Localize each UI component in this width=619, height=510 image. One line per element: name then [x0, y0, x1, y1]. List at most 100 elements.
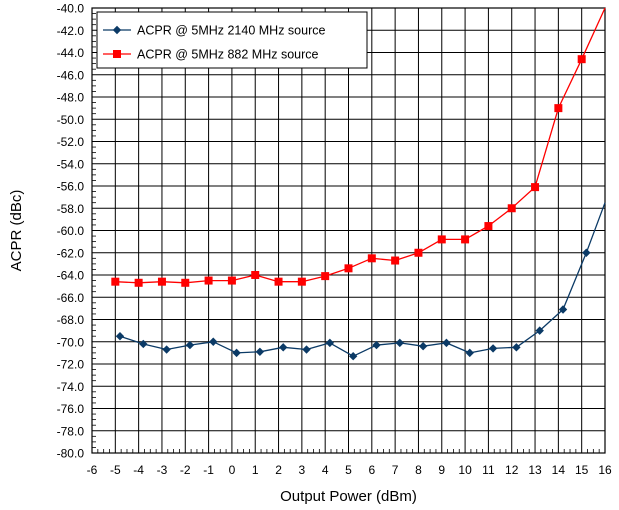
data-point	[185, 340, 195, 350]
data-point	[297, 277, 306, 286]
y-tick-label: -60.0	[57, 224, 85, 238]
data-point	[418, 342, 428, 351]
x-tick-label: 3	[299, 463, 306, 477]
x-tick-label: -5	[110, 463, 121, 477]
data-point	[139, 339, 148, 349]
data-point	[395, 338, 404, 348]
legend-entry: ACPR @ 5MHz 2140 MHz source	[103, 24, 325, 38]
x-tick-label: 10	[458, 463, 472, 477]
data-point	[204, 276, 213, 285]
x-tick-label: 1	[252, 463, 259, 477]
data-point	[558, 305, 568, 314]
minor-ticks	[92, 13, 600, 453]
data-point	[134, 278, 143, 287]
y-tick-label: -46.0	[57, 68, 85, 82]
data-point	[414, 248, 423, 257]
data-point	[488, 344, 498, 353]
legend-label: ACPR @ 5MHz 2140 MHz source	[137, 24, 325, 38]
data-point	[577, 55, 586, 64]
data-point	[437, 235, 446, 244]
x-tick-label: 12	[505, 463, 519, 477]
plot-frame	[91, 7, 606, 454]
data-point	[582, 248, 591, 257]
data-point	[344, 264, 353, 273]
y-tick-label: -72.0	[57, 358, 85, 372]
data-point	[465, 348, 474, 358]
data-point	[279, 343, 288, 352]
y-tick-label: -52.0	[57, 135, 85, 149]
y-tick-label: -48.0	[57, 91, 85, 105]
data-point	[512, 343, 521, 352]
x-tick-label: 15	[575, 463, 589, 477]
x-tick-label: 8	[415, 463, 422, 477]
data-point	[372, 340, 381, 350]
data-point	[162, 345, 171, 354]
legend-marker	[113, 50, 121, 58]
data-point	[507, 204, 516, 213]
series-882mhz	[111, 7, 606, 287]
data-point	[115, 331, 125, 341]
x-tick-label: 7	[392, 463, 399, 477]
series-line	[119, 202, 606, 357]
x-tick-label: 5	[345, 463, 352, 477]
y-axis-tick-labels: -80.0 -78.0 -76.0 -74.0 -72.0 -70.0 -68.0 -66.0…	[57, 2, 85, 461]
y-tick-label: -50.0	[57, 113, 85, 127]
data-point	[274, 277, 283, 286]
y-tick-label: -70.0	[57, 335, 85, 349]
data-point	[531, 183, 540, 192]
data-point	[181, 278, 190, 287]
x-axis-label: Output Power (dBm)	[280, 488, 417, 505]
data-point	[251, 271, 260, 279]
y-tick-label: -56.0	[57, 180, 85, 194]
x-tick-label: 11	[482, 463, 495, 477]
y-axis-label: ACPR (dBc)	[8, 190, 25, 272]
data-point	[321, 272, 330, 281]
legend-marker	[112, 25, 122, 35]
y-tick-label: -80.0	[57, 447, 85, 461]
legend-label: ACPR @ 5MHz 882 MHz source	[137, 48, 319, 62]
x-tick-label: -1	[203, 463, 214, 477]
y-tick-label: -58.0	[57, 202, 85, 216]
y-tick-label: -68.0	[57, 313, 85, 327]
data-point	[255, 347, 265, 356]
data-point	[227, 276, 236, 285]
x-tick-label: 0	[229, 463, 236, 477]
data-point	[461, 235, 470, 244]
data-point	[348, 352, 358, 361]
y-tick-label: -40.0	[57, 2, 85, 16]
y-tick-label: -76.0	[57, 402, 85, 416]
y-tick-label: -44.0	[57, 46, 85, 60]
data-point	[367, 254, 376, 263]
x-tick-label: -2	[180, 463, 191, 477]
data-point	[442, 338, 451, 348]
data-point	[554, 104, 563, 113]
x-tick-label: 13	[528, 463, 542, 477]
data-point	[302, 345, 311, 354]
y-tick-label: -64.0	[57, 269, 85, 283]
y-tick-label: -42.0	[57, 24, 85, 38]
x-tick-label: 16	[598, 463, 612, 477]
x-tick-label: 6	[368, 463, 375, 477]
x-tick-label: -6	[87, 463, 98, 477]
data-point	[484, 222, 493, 231]
x-tick-label: 4	[322, 463, 329, 477]
y-tick-label: -54.0	[57, 157, 85, 171]
data-point	[232, 348, 241, 358]
legend: ACPR @ 5MHz 2140 MHz source ACPR @ 5MHz 8…	[96, 11, 368, 69]
x-tick-label: 2	[275, 463, 282, 477]
data-point	[325, 338, 335, 348]
y-tick-label: -66.0	[57, 291, 85, 305]
data-point	[111, 277, 120, 286]
series-2140mhz	[115, 202, 606, 361]
legend-box	[96, 11, 368, 69]
grid	[91, 7, 606, 454]
series-layer	[111, 7, 606, 361]
y-tick-label: -62.0	[57, 246, 85, 260]
x-axis-tick-labels: -6 -5 -4 -3 -2 -1 0 1 2 3 4 5 6 7 8 9 10 11 12 13 14 15 16	[87, 463, 612, 477]
data-point	[535, 326, 544, 335]
data-point	[391, 256, 400, 265]
x-tick-label: 9	[438, 463, 445, 477]
data-point	[157, 277, 166, 286]
data-point	[209, 337, 218, 346]
